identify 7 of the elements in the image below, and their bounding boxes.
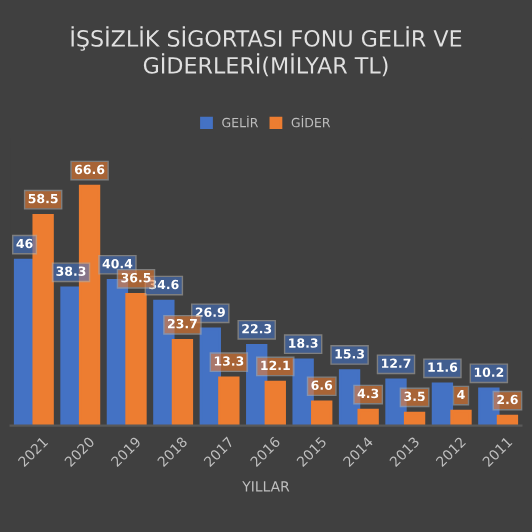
bar xyxy=(311,400,333,426)
bar xyxy=(292,358,314,426)
bar xyxy=(338,369,361,426)
bar xyxy=(125,293,147,426)
bar xyxy=(171,339,194,426)
chart-title: İŞSİZLİK SİGORTASI FONU GELİR VE GİDERLERİ(MİLYAR TL) xyxy=(71,26,462,77)
bar xyxy=(218,376,240,426)
